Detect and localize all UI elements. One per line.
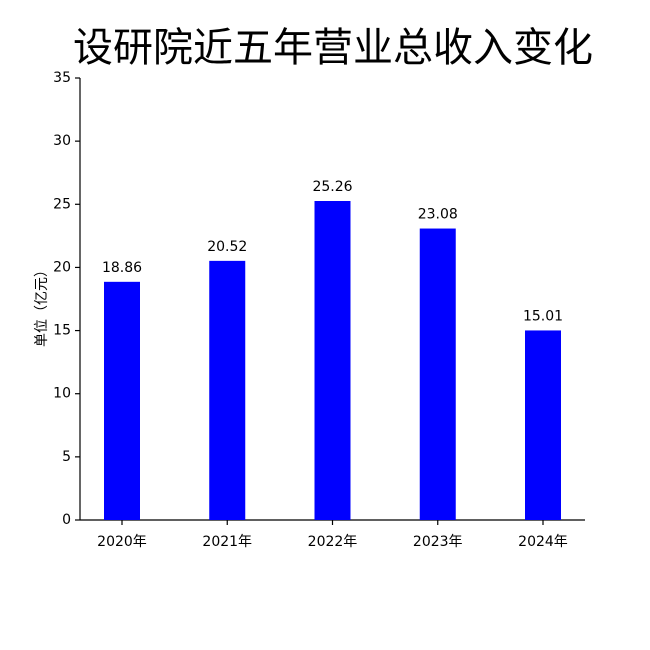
chart-title: 设研院近五年营业总收入变化 [73,25,593,71]
x-tick-label: 2022年 [308,534,358,550]
y-axis-label: 单位（亿元） [34,263,50,347]
y-tick-label: 35 [53,70,71,86]
x-tick-label: 2021年 [202,534,252,550]
data-label: 20.52 [207,239,247,255]
bar [419,228,456,520]
y-tick-label: 30 [53,133,71,149]
bar [314,201,351,520]
data-label: 23.08 [418,207,458,223]
y-tick-label: 15 [53,323,71,339]
y-tick-label: 10 [53,386,71,402]
data-label: 25.26 [312,179,352,195]
data-label: 18.86 [102,260,142,276]
y-tick-label: 25 [53,196,71,212]
y-tick-label: 0 [62,512,71,528]
x-tick-label: 2020年 [97,534,147,550]
y-tick-label: 20 [53,259,71,275]
data-label: 15.01 [523,308,563,324]
y-tick-label: 5 [62,449,71,465]
x-tick-label: 2023年 [413,534,463,550]
bar [525,330,561,520]
x-tick-label: 2024年 [518,534,568,550]
bar [209,260,246,520]
bar [104,281,140,520]
